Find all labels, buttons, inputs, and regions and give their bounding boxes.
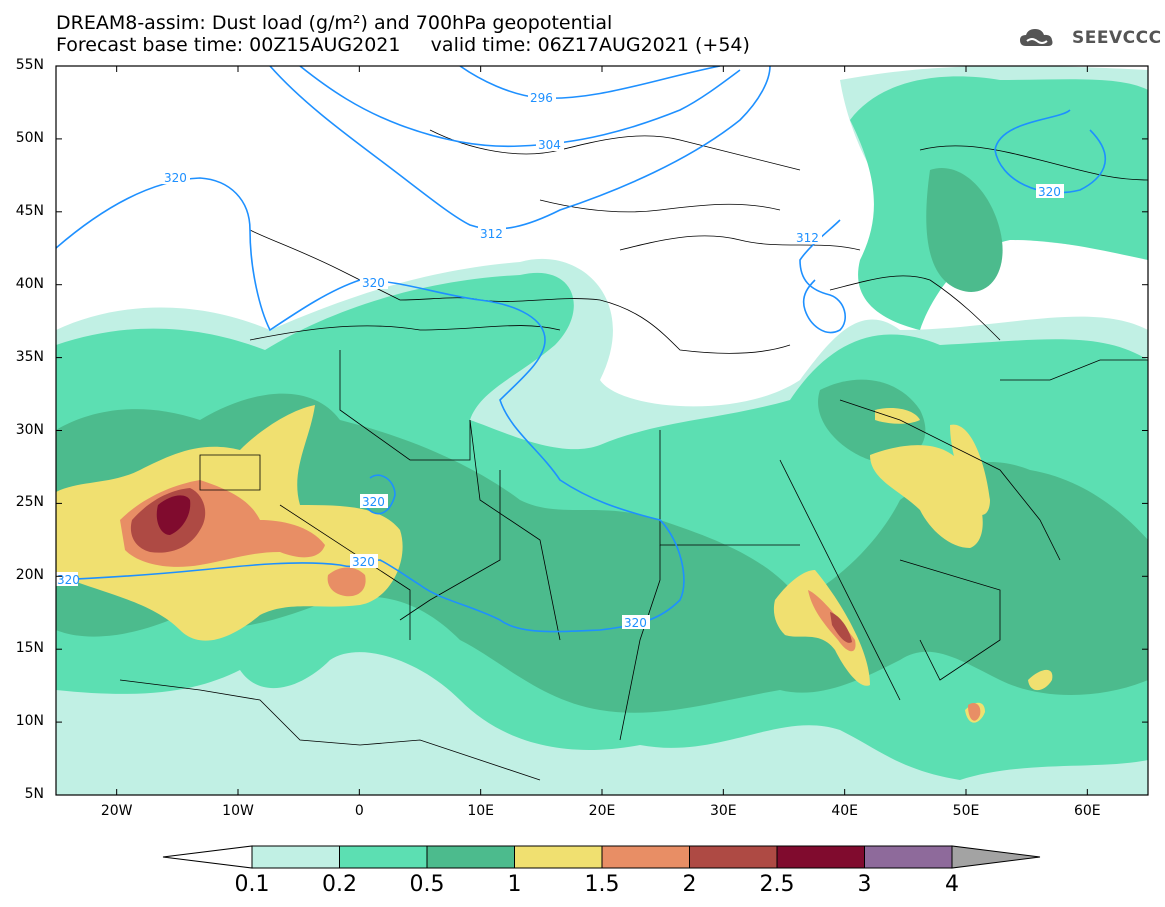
lat-tick-label: 45N (15, 202, 44, 219)
colorbar-tick-label: 2.5 (759, 872, 795, 897)
lat-tick-label: 50N (15, 129, 44, 146)
colorbar-segment (776, 845, 865, 869)
lat-tick-label: 20N (15, 567, 44, 584)
dust-band-1 (875, 408, 920, 424)
dust-band-1.5 (327, 567, 366, 597)
lon-tick-label: 30E (709, 803, 737, 819)
colorbar-extend-low (162, 845, 253, 869)
chart-subtitle: Forecast base time: 00Z15AUG2021 valid t… (56, 34, 750, 56)
dust-band-0.5 (926, 168, 1003, 292)
lat-tick-label: 40N (15, 275, 44, 292)
dust-band-1 (1028, 669, 1053, 691)
contour-label-304: 304 (538, 138, 561, 152)
colorbar-tick-label: 4 (945, 872, 959, 897)
lon-tick-label: 20W (100, 803, 133, 819)
contour-label-320: 320 (624, 616, 647, 630)
lat-tick-label: 30N (15, 421, 44, 438)
lat-tick-label: 35N (15, 348, 44, 365)
contour-label-320: 320 (362, 495, 385, 509)
contour-label-320: 320 (1038, 185, 1061, 199)
colorbar-segment (514, 845, 603, 869)
lat-tick-label: 15N (15, 640, 44, 657)
dust-field (56, 66, 1148, 795)
dust-band-2 (830, 612, 852, 643)
axis-ticks (56, 65, 1148, 796)
dust-band-1 (870, 445, 983, 548)
seevccc-logo: SEEVCCC (1018, 26, 1162, 50)
colorbar-tick-label: 1.5 (584, 872, 620, 897)
lon-tick-label: 60E (1073, 803, 1101, 819)
contour-labels: 296 304 312 320 320 312 320 320 320 320 … (56, 90, 1064, 630)
colorbar-tick-label: 0.5 (409, 872, 445, 897)
colorbar-tick-label: 0.2 (322, 872, 357, 897)
contour-label-320: 320 (352, 555, 375, 569)
colorbar-segment (426, 845, 515, 869)
lon-tick-label: 40E (831, 803, 858, 819)
colorbar-tick-label: 1 (507, 872, 522, 897)
lon-tick-label: 50E (952, 803, 980, 819)
cloud-icon (1020, 29, 1053, 46)
dust-band-1 (773, 570, 870, 686)
lat-tick-label: 10N (15, 713, 44, 730)
lon-tick-label: 10W (222, 803, 254, 819)
lon-tick-label: 0 (354, 803, 364, 819)
colorbar-segment (251, 845, 340, 869)
colorbar-segment (689, 845, 778, 869)
contour-label-320: 320 (164, 171, 187, 185)
lon-tick-label: 20E (588, 803, 616, 819)
colorbar-tick-label: 0.1 (234, 872, 270, 897)
lat-tick-label: 25N (15, 494, 44, 511)
contour-label-320: 320 (57, 573, 80, 587)
lat-tick-label: 55N (15, 57, 44, 73)
contour-label-296: 296 (530, 91, 553, 105)
lon-tick-label: 10E (467, 803, 494, 819)
contour-label-312: 312 (796, 231, 819, 245)
colorbar (162, 845, 1041, 869)
dust-band-0.5 (56, 393, 1148, 713)
colorbar-segment (601, 845, 690, 869)
dust-band-1.5 (968, 703, 981, 721)
contour-label-312: 312 (480, 227, 503, 241)
colorbar-tick-label: 3 (857, 872, 872, 897)
contour-label-320: 320 (362, 276, 385, 290)
country-borders (119, 129, 1148, 781)
dust-band-2.5 (156, 495, 191, 535)
colorbar-segment (864, 845, 953, 869)
logo-text: SEEVCCC (1072, 28, 1162, 48)
lat-tick-label: 5N (24, 786, 44, 802)
dust-band-0.5 (818, 379, 926, 463)
colorbar-tick-label: 2 (682, 872, 697, 897)
colorbar-segment (339, 845, 428, 869)
dust-band-0.2 (850, 76, 1148, 330)
dust-band-1 (950, 424, 990, 515)
chart-title: DREAM8-assim: Dust load (g/m²) and 700hP… (56, 12, 613, 34)
colorbar-extend-high (951, 845, 1041, 869)
